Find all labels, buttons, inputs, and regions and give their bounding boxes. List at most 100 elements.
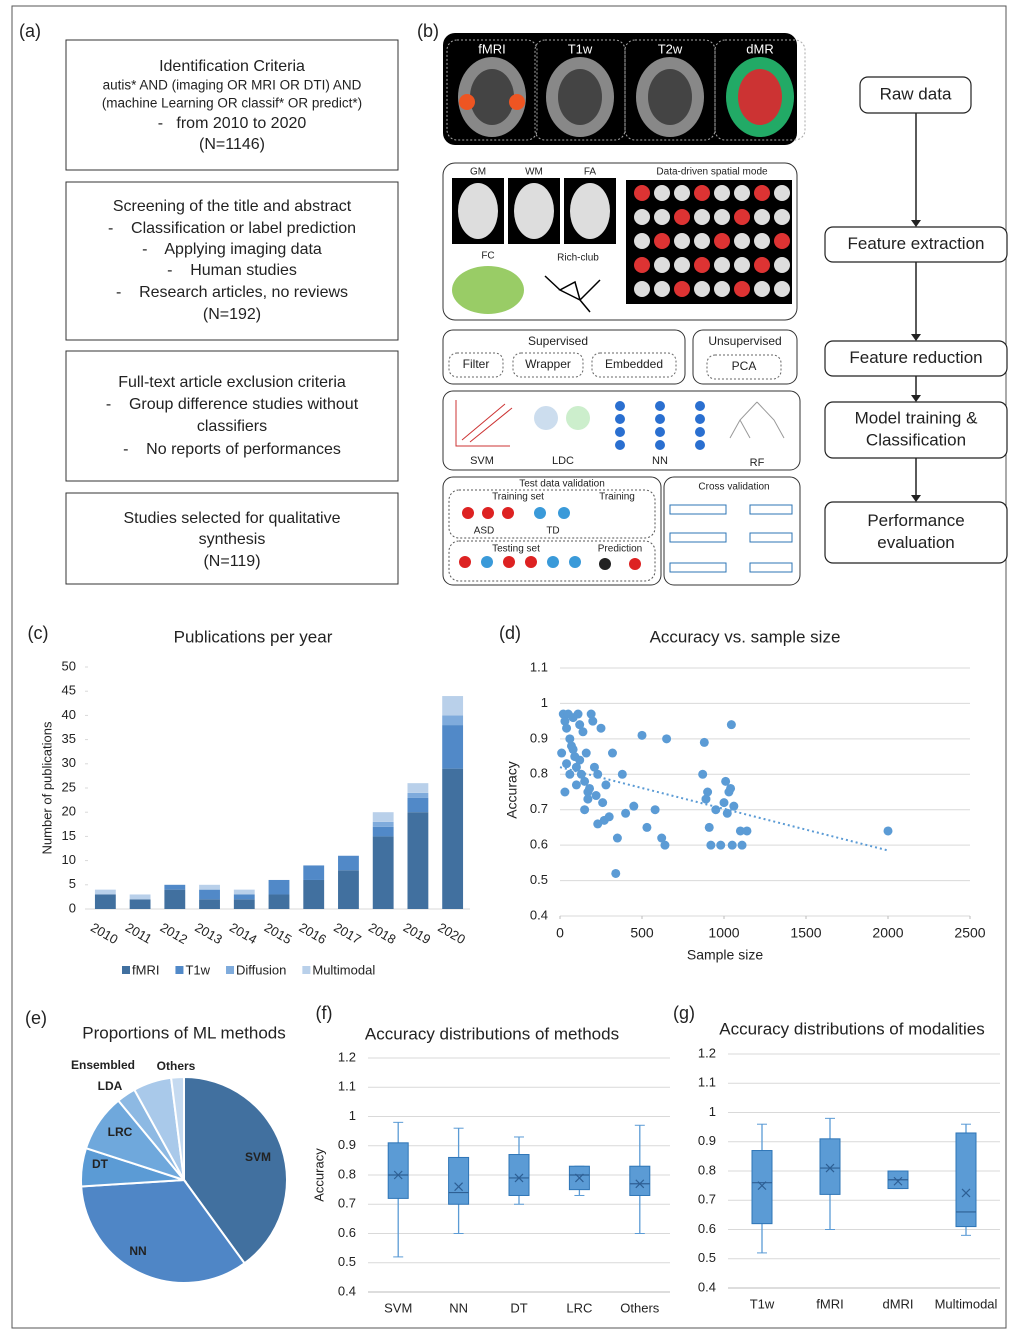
box (820, 1139, 840, 1195)
feature-map-brain (570, 183, 610, 239)
y-axis-title: Accuracy (311, 1148, 326, 1202)
bar-segment (95, 890, 116, 895)
fc-brain (452, 266, 524, 314)
point (726, 784, 735, 793)
x-tick-label: 2017 (331, 920, 364, 947)
y-tick-label: 30 (62, 755, 76, 770)
y-tick-label: 0.6 (338, 1225, 356, 1240)
ldc-circle (534, 406, 558, 430)
modality-label: T2w (658, 41, 683, 56)
x-tick-label: 1000 (708, 925, 739, 941)
box (449, 1157, 469, 1204)
spatial-mode-blob (714, 209, 730, 225)
point (738, 841, 747, 850)
bar-segment (130, 894, 151, 899)
person-icon (462, 507, 474, 519)
bar-segment (234, 899, 255, 909)
brain-image (648, 69, 692, 125)
bar-segment (303, 880, 324, 909)
point (698, 770, 707, 779)
label: evaluation (877, 533, 955, 552)
bar-segment (130, 899, 151, 909)
point (705, 823, 714, 832)
x-tick-label: 2020 (435, 920, 468, 947)
bar-segment (442, 769, 463, 909)
x-tick-label: T1w (750, 1296, 775, 1311)
box (509, 1155, 529, 1196)
point (605, 812, 614, 821)
point (662, 734, 671, 743)
label: Raw data (880, 84, 952, 103)
nn-node (695, 414, 705, 424)
modality-label: T1w (568, 41, 593, 56)
legend-swatch (302, 966, 310, 974)
label: (c) (28, 623, 49, 643)
label: FA (584, 167, 597, 178)
person-icon (599, 558, 611, 570)
spatial-mode-blob (674, 257, 690, 273)
legend-label: Multimodal (312, 962, 375, 977)
bar-segment (199, 885, 220, 890)
person-icon (503, 556, 515, 568)
spatial-mode-blob (774, 185, 790, 201)
point (611, 869, 620, 878)
point (729, 802, 738, 811)
nn-node (655, 440, 665, 450)
nn-node (695, 440, 705, 450)
feature-map-brain (514, 183, 554, 239)
brain-image (470, 69, 514, 125)
y-tick-label: 1.1 (698, 1075, 716, 1090)
bar-segment (199, 890, 220, 900)
label: Wrapper (525, 357, 571, 371)
person-icon (459, 556, 471, 568)
label: (N=1146) (199, 136, 265, 153)
slice-label: Ensembled (71, 1058, 135, 1072)
point (585, 784, 594, 793)
label: LDC (552, 455, 574, 467)
spatial-mode-blob (694, 209, 710, 225)
y-tick-label: 0.7 (698, 1192, 716, 1207)
label: - No reports of performances (123, 441, 341, 458)
label: - Applying imaging data (142, 241, 322, 258)
spatial-mode-blob (754, 209, 770, 225)
x-tick-label: fMRI (816, 1296, 843, 1311)
x-tick-label: Multimodal (935, 1296, 998, 1311)
label: Model training & (855, 408, 979, 427)
label: SVM (470, 455, 494, 467)
point (583, 795, 592, 804)
fold-bar (750, 533, 792, 542)
person-icon (558, 507, 570, 519)
legend-label: fMRI (132, 962, 159, 977)
label: Training (599, 492, 635, 503)
point (593, 770, 602, 779)
spatial-mode-blob (634, 281, 650, 297)
label: - Research articles, no reviews (116, 284, 348, 301)
y-tick-label: 0.4 (530, 907, 548, 922)
chart-title: Proportions of ML methods (82, 1023, 285, 1042)
spatial-mode-blob (634, 185, 650, 201)
spatial-mode-blob (714, 233, 730, 249)
y-tick-label: 0.8 (338, 1166, 356, 1181)
label: Embedded (605, 357, 663, 371)
bar-segment (338, 856, 359, 871)
bar-segment (407, 793, 428, 798)
x-tick-label: Others (620, 1300, 660, 1315)
label: Classification (866, 430, 966, 449)
point (593, 819, 602, 828)
point (706, 841, 715, 850)
nn-node (695, 401, 705, 411)
point (597, 724, 606, 733)
label: classifiers (197, 418, 267, 435)
person-icon (629, 558, 641, 570)
x-tick-label: 2019 (401, 920, 434, 947)
spatial-mode-blob (674, 209, 690, 225)
activation (509, 94, 525, 110)
bar-segment (442, 715, 463, 725)
x-tick-label: 2500 (954, 925, 985, 941)
y-tick-label: 1.1 (338, 1079, 356, 1094)
y-tick-label: 0.5 (338, 1254, 356, 1269)
x-tick-label: 2015 (262, 920, 295, 947)
point (588, 717, 597, 726)
spatial-mode-blob (774, 209, 790, 225)
slice-label: LDA (98, 1079, 123, 1093)
